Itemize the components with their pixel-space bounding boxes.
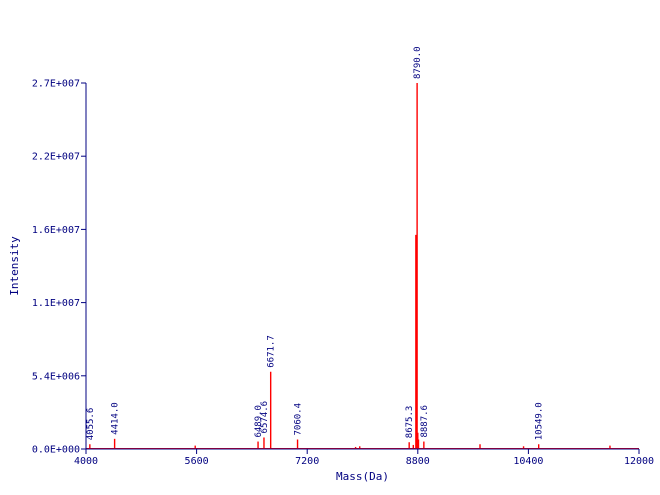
peak-label: 8675.3 <box>405 406 415 439</box>
peak-label: 4055.6 <box>86 408 96 441</box>
y-tick-label: 2.2E+007 <box>32 152 80 163</box>
peak-label: 8887.6 <box>420 405 430 438</box>
y-tick-label: 5.4E+006 <box>32 371 80 382</box>
x-tick-label: 10400 <box>513 456 543 467</box>
peak-label: 8790.0 <box>413 46 423 79</box>
y-tick-label: 2.7E+007 <box>32 79 80 90</box>
peak-label: 7060.4 <box>294 403 304 436</box>
peak-label: 6671.7 <box>267 335 277 368</box>
peak-label: 4414.0 <box>111 402 121 435</box>
peak-label: 10549.0 <box>535 402 545 440</box>
y-tick-label: 1.6E+007 <box>32 225 80 236</box>
peak-label: 6489.0 <box>254 405 264 438</box>
x-tick-label: 12000 <box>624 456 654 467</box>
x-tick-label: 5600 <box>185 456 209 467</box>
x-tick-label: 8800 <box>406 456 430 467</box>
x-axis-title: Mass(Da) <box>336 470 389 483</box>
y-tick-label: 1.1E+007 <box>32 298 80 309</box>
spectrum-peaks <box>86 83 639 449</box>
axis-ticks: 0.0E+000 5.4E+006 1.1E+007 1.6E+007 2.2E+007… <box>32 79 654 468</box>
x-tick-label: 4000 <box>74 456 98 467</box>
y-axis-title: Intensity <box>8 236 21 296</box>
peak-label: 6574.6 <box>260 401 270 434</box>
y-tick-label: 0.0E+000 <box>32 445 80 456</box>
x-tick-label: 7200 <box>295 456 319 467</box>
